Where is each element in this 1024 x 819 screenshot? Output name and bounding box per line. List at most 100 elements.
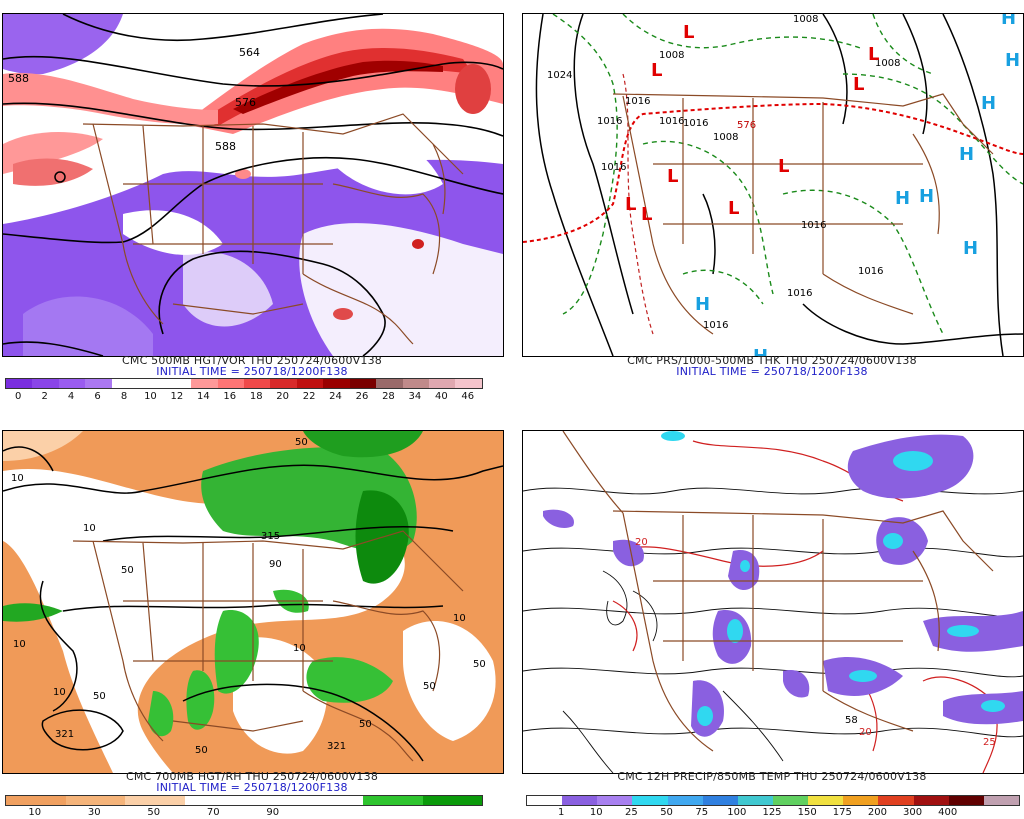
colorbar-swatch [402, 379, 429, 388]
map-500mb-svg: 564 588 576 588 [3, 14, 503, 356]
colorbar-swatch [85, 379, 112, 388]
colorbar [5, 378, 483, 389]
colorbar-swatch [125, 796, 185, 805]
low-marker: L [625, 194, 636, 215]
map-700-label: 315 [261, 531, 280, 542]
colorbar-swatch [217, 379, 244, 388]
map-prs-label: 1016 [597, 116, 622, 127]
colorbar-swatch [6, 379, 33, 388]
colorbar-tick-label: 22 [302, 391, 316, 402]
colorbar-tick-label: 46 [461, 391, 475, 402]
colorbar-swatch [349, 379, 377, 388]
map-precip: 58 20 20 25 [522, 430, 1024, 774]
colorbar-tick-label: 12 [170, 391, 184, 402]
colorbar-swatch [303, 796, 363, 805]
colorbar-swatch [878, 796, 914, 805]
map-700-svg: 50 10 50 10 315 10 90 50 10 321 50 321 5… [3, 431, 503, 773]
high-marker: H [919, 186, 934, 207]
colorbar-tick-label: 200 [867, 807, 887, 818]
map-700-label: 10 [53, 687, 66, 698]
colorbar [526, 795, 1020, 806]
high-marker: H [1005, 50, 1020, 71]
low-marker: L [853, 74, 864, 95]
panel-title: CMC 700MB HGT/RH THU 250724/0600V138 [125, 770, 379, 783]
panel-title: CMC 500MB HGT/VOR THU 250724/0600V138 [122, 354, 382, 367]
low-marker: L [778, 156, 789, 177]
map-prs-label: 1016 [801, 220, 826, 231]
colorbar-tick-label: 10 [144, 391, 157, 402]
colorbar-swatch [138, 379, 165, 388]
colorbar-swatch [243, 379, 271, 388]
map-prs-label: 1008 [659, 50, 684, 61]
map-500-label: 576 [235, 96, 256, 109]
colorbar-swatch [164, 379, 192, 388]
colorbar-tick-label: 16 [223, 391, 237, 402]
colorbar-swatch [808, 796, 844, 805]
low-marker: L [667, 166, 678, 187]
colorbar-swatch [6, 796, 66, 805]
colorbar-swatch [983, 796, 1019, 805]
high-marker-partial: H [753, 346, 768, 356]
colorbar-tick-label: 28 [382, 391, 395, 402]
panel-700mb-hgt-rh: 50 10 50 10 315 10 90 50 10 321 50 321 5… [0, 410, 512, 819]
colorbar-swatch [363, 796, 423, 805]
map-precip-label: 58 [845, 715, 858, 726]
panel-title: CMC PRS/1000-500MB THK THU 250724/0600V1… [627, 354, 917, 367]
colorbar-ticks: 10 30 50 70 90 [5, 807, 481, 819]
map-700-label: 321 [55, 729, 74, 740]
panel-subtitle: INITIAL TIME = 250718/1200F138 [676, 365, 868, 378]
colorbar-tick-label: 50 [147, 807, 161, 818]
colorbar-tick-label: 300 [903, 807, 923, 818]
map-prs-svg: 1008 1024 1008 1016 1016 1016 1016 1008 … [523, 14, 1023, 356]
high-marker: H [895, 188, 910, 209]
low-marker: L [728, 198, 739, 219]
map-prs-label: 1016 [601, 162, 626, 173]
map-500-label: 588 [215, 140, 236, 153]
colorbar-swatch [562, 796, 598, 805]
panel-precip-850temp: 58 20 20 25 CMC 12H PRECIP/850MB TEMP TH… [512, 410, 1024, 819]
panel-title: CMC 12H PRECIP/850MB TEMP THU 250724/060… [617, 770, 927, 783]
colorbar [5, 795, 483, 806]
colorbar-swatch [702, 796, 738, 805]
map-prs-label: 1024 [547, 70, 572, 81]
map-500-label: 564 [239, 46, 260, 59]
high-marker: H [959, 144, 974, 165]
map-700-label: 10 [13, 639, 26, 650]
high-marker: H [1001, 14, 1016, 29]
panel-subtitle: INITIAL TIME = 250718/1200F138 [156, 781, 348, 794]
colorbar-tick-label: 18 [249, 391, 263, 402]
colorbar-swatch [270, 379, 297, 388]
map-prs-label: 1016 [787, 288, 812, 299]
panel-500mb-hgt-vor: 564 588 576 588 CMC 500MB HGT/VOR THU 25… [0, 0, 512, 410]
panel-subtitle: INITIAL TIME = 250718/1200F138 [156, 365, 348, 378]
colorbar-swatch [597, 796, 633, 805]
colorbar-swatch [737, 796, 773, 805]
high-marker: H [695, 294, 710, 315]
low-marker: L [641, 204, 652, 225]
colorbar-swatch [632, 796, 668, 805]
panel-prs-thickness: 1008 1024 1008 1016 1016 1016 1016 1008 … [512, 0, 1024, 410]
colorbar-tick-label: 4 [67, 391, 75, 402]
colorbar-tick-label: 30 [87, 807, 101, 818]
map-prs-label: 1016 [625, 96, 650, 107]
colorbar-swatch [244, 796, 304, 805]
colorbar-swatch [191, 379, 218, 388]
colorbar-swatch [184, 796, 244, 805]
colorbar-swatch [65, 796, 125, 805]
colorbar-tick-label: 25 [625, 807, 638, 818]
colorbar-tick-label: 75 [695, 807, 709, 818]
map-prs-label: 1008 [713, 132, 738, 143]
map-precip-svg: 58 20 20 25 [523, 431, 1023, 773]
map-precip-label: 20 [635, 537, 648, 548]
colorbar-tick-label: 40 [434, 391, 448, 402]
map-700-label: 321 [327, 741, 346, 752]
colorbar-swatch [111, 379, 139, 388]
colorbar-tick-label: 10 [589, 807, 603, 818]
colorbar-swatch [429, 379, 456, 388]
map-700-label: 10 [293, 643, 306, 654]
map-prs-label: 1016 [659, 116, 684, 127]
colorbar-swatch [296, 379, 324, 388]
colorbar-swatch [527, 796, 563, 805]
map-700: 50 10 50 10 315 10 90 50 10 321 50 321 5… [2, 430, 504, 774]
low-marker: L [651, 60, 662, 81]
